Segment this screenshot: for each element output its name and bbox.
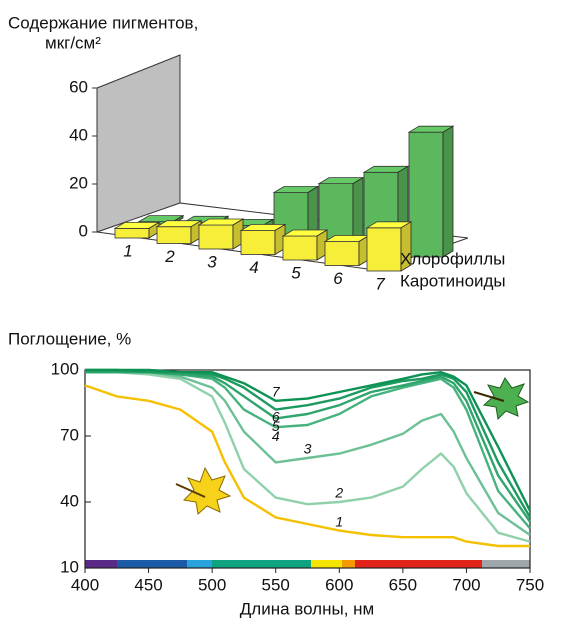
bar [325,236,369,266]
yellow-leaf [176,468,230,514]
y-axis-label: Содержание пигментов, [8,13,198,32]
bar-side [443,126,453,257]
bar [241,225,285,255]
bar-front [199,225,233,249]
y-tick-label: 100 [51,359,79,378]
x-tick-label: 1 [123,241,132,260]
x-axis-label: Длина волны, нм [240,599,374,618]
x-tick-label: 400 [71,575,99,594]
series-label: 3 [304,441,312,457]
bar [283,230,327,260]
y-tick-label: 40 [69,125,88,144]
series-label: 1 [335,513,343,529]
bar [199,219,243,249]
x-tick-label: 5 [291,263,301,282]
x-tick-label: 750 [516,575,544,594]
series-label: 7 [272,384,281,400]
series-label: 6 [272,408,280,424]
bar [409,126,453,257]
bar-front [115,228,149,238]
green-leaf [474,378,528,419]
y-tick-label: 20 [69,173,88,192]
y-tick-label: 10 [60,557,79,576]
y-axis-label: мкг/см² [45,33,101,52]
legend-label: Хлорофиллы [400,249,505,268]
bar-front [283,236,317,260]
x-tick-label: 600 [325,575,353,594]
x-tick-label: 700 [452,575,480,594]
line [85,385,530,546]
y-tick-label: 70 [60,425,79,444]
y-tick-label: 0 [79,221,88,240]
x-tick-label: 6 [333,269,343,288]
side-wall [97,55,180,232]
x-tick-label: 4 [249,258,258,277]
bar-front [241,231,275,255]
x-tick-label: 450 [134,575,162,594]
x-tick-label: 2 [164,247,175,266]
bar-front [409,132,443,257]
spectrum [85,560,530,568]
x-tick-label: 650 [389,575,417,594]
bar-front [325,242,359,266]
x-tick-label: 550 [262,575,290,594]
y-axis-label: Поглощение, % [8,329,131,348]
bar [157,221,201,244]
figure: Содержание пигментов, мкг/см² Поглощение… [0,0,581,624]
bar-front [367,228,401,271]
y-tick-label: 60 [69,77,88,96]
series-label: 2 [334,485,343,501]
legend-label: Каротиноиды [400,271,506,290]
bar-front [157,227,191,244]
bar [115,222,159,238]
x-tick-label: 3 [207,252,217,271]
x-tick-label: 7 [375,274,385,293]
y-tick-label: 40 [60,491,79,510]
x-tick-label: 500 [198,575,226,594]
